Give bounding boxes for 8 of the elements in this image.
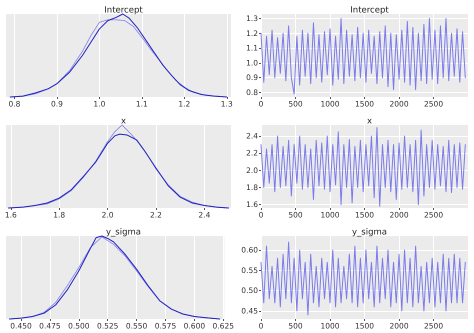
chart-title: y_sigma xyxy=(352,228,387,238)
line-series xyxy=(260,242,466,316)
chart-title: x xyxy=(120,116,126,126)
chart-title: x xyxy=(366,116,372,126)
chart-title: Intercept xyxy=(350,6,390,16)
line-series xyxy=(260,18,466,95)
chart-title: Intercept xyxy=(104,6,144,16)
chart-title: y_sigma xyxy=(106,228,141,238)
